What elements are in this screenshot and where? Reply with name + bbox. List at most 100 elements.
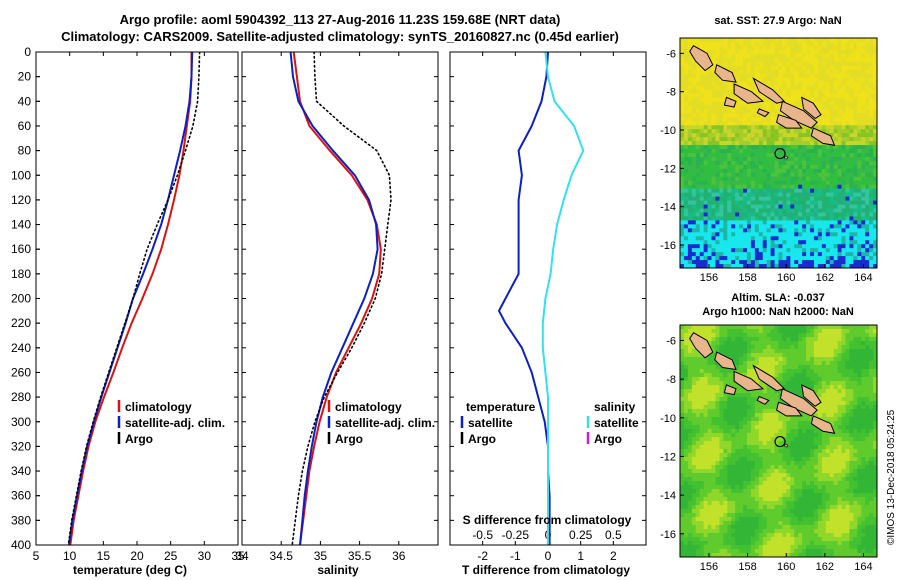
map-cell	[699, 216, 705, 222]
map-cell	[687, 461, 693, 466]
map-cell	[723, 224, 728, 229]
map-cell	[703, 208, 709, 214]
map-cell	[746, 156, 752, 162]
map-cell	[750, 160, 756, 166]
map-cell	[743, 204, 748, 210]
map-cell	[857, 145, 862, 150]
map-cell	[691, 361, 697, 366]
map-cell	[762, 97, 768, 103]
map-cell	[810, 357, 815, 362]
map-cell	[743, 389, 748, 394]
map-cell	[766, 200, 772, 206]
map-cell	[798, 449, 803, 454]
map-cell	[778, 101, 784, 107]
map-cell	[695, 401, 701, 406]
map-cell	[743, 192, 748, 198]
map-cell	[873, 145, 877, 150]
map-cell	[833, 329, 839, 334]
map-cell	[810, 41, 815, 47]
map-cell	[869, 393, 874, 398]
map-cell	[790, 49, 795, 55]
map-cell	[774, 212, 780, 218]
map-cell	[825, 361, 831, 366]
map-cell	[853, 208, 858, 214]
map-cell	[794, 461, 799, 466]
map-cell	[849, 461, 854, 466]
map-cell	[802, 168, 807, 174]
map-cell	[766, 413, 772, 418]
map-cell	[782, 77, 787, 83]
map-cell	[766, 180, 772, 186]
map-cell	[806, 248, 811, 253]
map-cell	[794, 425, 799, 430]
map-cell	[833, 333, 839, 338]
map-cell	[778, 441, 784, 446]
map-cell	[680, 453, 685, 458]
map-cell	[774, 156, 780, 162]
map-cell	[774, 57, 780, 63]
map-cell	[810, 65, 815, 71]
map-cell	[683, 413, 689, 418]
map-cell	[715, 117, 720, 122]
map-cell	[778, 196, 784, 202]
map-cell	[746, 49, 752, 55]
map-cell	[861, 184, 866, 190]
map-cell	[837, 121, 843, 126]
map-cell	[786, 325, 791, 330]
map-cell	[770, 341, 776, 346]
map-cell	[806, 141, 811, 146]
map-cell	[750, 216, 756, 222]
map-cell	[707, 153, 713, 158]
map-cell	[719, 333, 724, 338]
map-cell	[680, 81, 685, 87]
map-cell	[743, 41, 748, 47]
map-cell	[837, 457, 843, 462]
map-cell	[680, 168, 685, 174]
map-cell	[739, 357, 744, 362]
map-cell	[707, 149, 713, 154]
map-cell	[865, 397, 870, 402]
map-cell	[743, 264, 748, 268]
map-cell	[790, 145, 795, 150]
map-cell	[711, 244, 717, 249]
map-cell	[853, 180, 858, 186]
map-cell	[739, 220, 744, 225]
map-cell	[711, 188, 717, 194]
map-cell	[687, 433, 693, 438]
map-cell	[711, 381, 717, 386]
map-cell	[746, 421, 752, 426]
map-cell	[731, 329, 736, 334]
map-cell	[786, 264, 791, 268]
map-cell	[857, 196, 862, 202]
map-cell	[849, 453, 854, 458]
map-cell	[825, 236, 831, 241]
map-cell	[699, 248, 705, 253]
map-cell	[699, 365, 705, 370]
map-cell	[739, 65, 744, 71]
map-cell	[782, 57, 787, 63]
map-cell	[723, 192, 728, 198]
map-cell	[723, 429, 728, 434]
map-cell	[829, 337, 835, 342]
map-cell	[687, 264, 693, 268]
map-cell	[865, 248, 870, 253]
map-cell	[778, 445, 784, 450]
map-cell	[691, 373, 697, 378]
map-cell	[782, 385, 787, 390]
lat-tick-label: -16	[660, 240, 676, 252]
map-cell	[754, 260, 760, 265]
map-cell	[794, 333, 799, 338]
map-cell	[837, 224, 843, 229]
map-cell	[841, 156, 847, 162]
map-cell	[687, 208, 693, 214]
map-cell	[865, 232, 870, 237]
map-cell	[762, 129, 768, 134]
map-cell	[790, 437, 795, 442]
map-cell	[762, 349, 768, 354]
map-cell	[853, 397, 858, 402]
map-cell	[778, 437, 784, 442]
map-cell	[774, 121, 780, 126]
map-cell	[727, 256, 732, 261]
map-cell	[754, 57, 760, 63]
map-cell	[719, 244, 724, 249]
